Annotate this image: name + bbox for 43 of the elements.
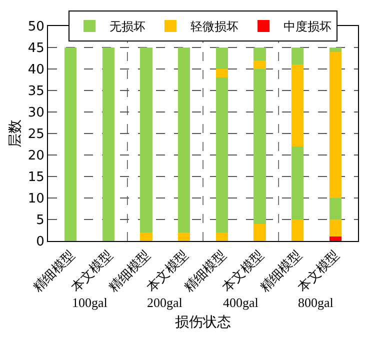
bar — [178, 232, 190, 241]
y-tick-label: 10 — [28, 192, 44, 207]
bar — [216, 69, 228, 78]
bar — [291, 146, 304, 220]
y-tick-label: 5 — [36, 213, 44, 228]
bar — [254, 224, 266, 241]
bar — [216, 78, 228, 232]
y-tick-label: 15 — [28, 170, 44, 186]
bar — [64, 48, 77, 241]
y-tick-label: 35 — [28, 84, 44, 100]
bar — [291, 64, 304, 146]
bar — [254, 60, 266, 69]
legend-label: 无损坏 — [110, 20, 146, 34]
bar — [216, 232, 228, 241]
y-tick-label: 30 — [28, 106, 44, 121]
y-tick-label: 40 — [28, 62, 44, 78]
y-tick-label: 20 — [28, 148, 44, 164]
y-axis-title: 层数 — [7, 120, 24, 148]
y-tick-label: 25 — [28, 127, 44, 142]
bar — [178, 48, 190, 232]
bar — [216, 48, 228, 69]
bar — [329, 198, 342, 220]
bar — [291, 220, 304, 241]
bar — [329, 220, 342, 237]
x-axis-title: 损伤状态 — [175, 314, 231, 331]
text: 200gal — [147, 295, 183, 310]
y-tick-label: 50 — [28, 20, 44, 35]
bar — [291, 48, 304, 65]
bar — [102, 48, 115, 241]
bar — [140, 48, 152, 232]
bar — [329, 236, 342, 241]
bar — [254, 69, 266, 224]
bar — [329, 52, 342, 198]
y-tick-label: 0 — [36, 234, 44, 250]
legend-label: 中度损坏 — [284, 20, 332, 34]
bar — [140, 232, 152, 241]
text: 100gal — [72, 295, 108, 310]
y-tick-label: 45 — [28, 41, 44, 56]
legend-label: 轻微损坏 — [190, 20, 238, 34]
bar — [254, 48, 266, 60]
text: 800gal — [298, 295, 334, 310]
text: 400gal — [223, 295, 259, 310]
bar — [329, 48, 342, 52]
